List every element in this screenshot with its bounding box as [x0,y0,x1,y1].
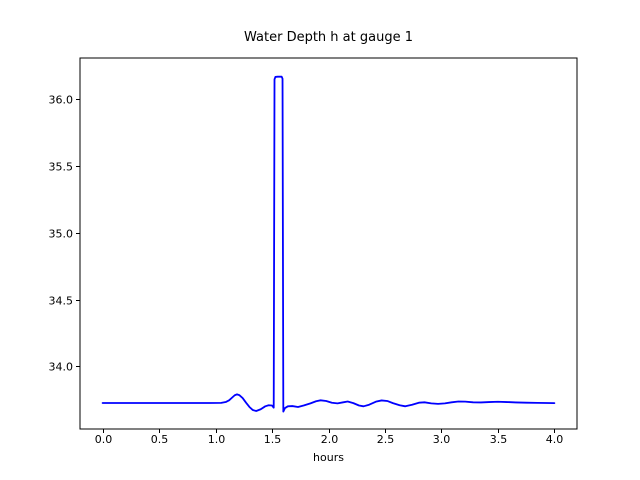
x-axis-label: hours [313,451,344,464]
chart-title: Water Depth h at gauge 1 [244,30,413,45]
axes-frame [79,57,578,430]
x-tick-label: 3.0 [433,433,451,446]
x-tick-label: 0.0 [95,433,113,446]
x-tick-label: 1.0 [208,433,226,446]
x-tick-label: 1.5 [264,433,282,446]
x-tick-label: 3.5 [490,433,508,446]
y-tick-label: 35.5 [49,161,74,174]
x-tick-label: 2.0 [321,433,339,446]
x-tick-label: 0.5 [151,433,169,446]
y-tick-label: 34.5 [49,295,74,308]
x-tick-label: 2.5 [377,433,395,446]
data-line [101,75,556,413]
y-tick-label: 36.0 [49,94,74,107]
y-tick-label: 35.0 [49,228,74,241]
y-tick-label: 34.0 [49,361,74,374]
x-tick-label: 4.0 [546,433,564,446]
